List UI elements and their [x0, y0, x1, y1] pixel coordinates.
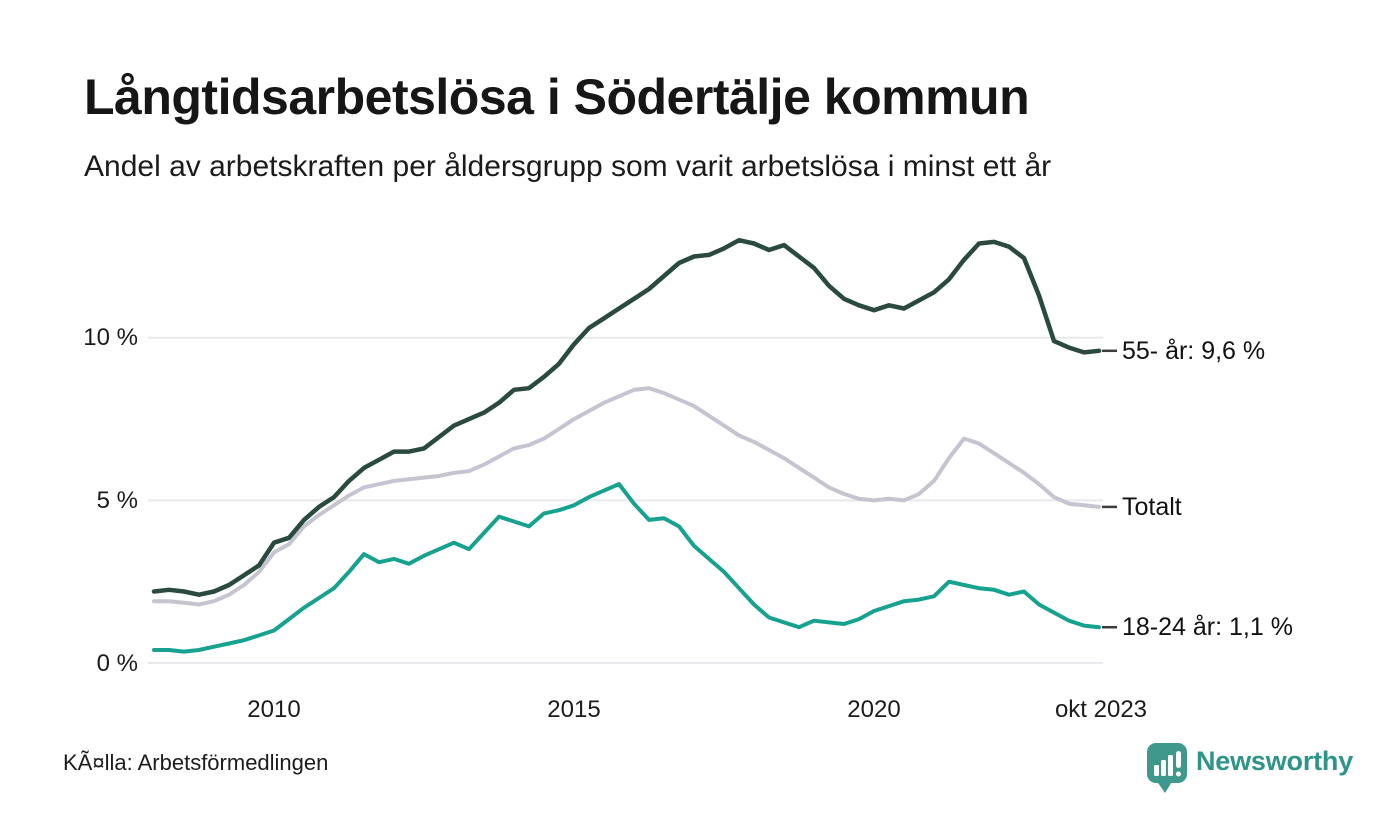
newsworthy-logo-icon	[1147, 743, 1187, 793]
source-attribution: KÃ¤lla: Arbetsförmedlingen	[63, 750, 329, 775]
series-line-Totalt	[152, 386, 1101, 607]
logo-bubble-tail	[1156, 780, 1173, 793]
page-title: Långtidsarbetslösa i Södertälje kommun	[84, 69, 1030, 125]
logo-bar-medium	[1161, 760, 1166, 776]
series-label-55-ar: 55- år: 9,6 %	[1122, 337, 1266, 365]
chart-subtitle: Andel av arbetskraften per åldersgrupp s…	[84, 150, 1052, 183]
series-label-totalt: Totalt	[1122, 493, 1182, 521]
logo-bar-short	[1154, 765, 1159, 776]
x-axis-tick-2020: 2020	[847, 696, 901, 723]
x-axis-tick-okt2023: okt 2023	[1054, 696, 1148, 723]
series-line-18-24-r	[152, 482, 1101, 654]
y-axis-tick-5: 5 %	[96, 487, 138, 514]
logo-bar-tall	[1168, 755, 1173, 776]
x-axis-tick-2015: 2015	[547, 696, 601, 723]
newsworthy-wordmark: Newsworthy	[1196, 746, 1354, 776]
y-axis-tick-0: 0 %	[96, 650, 138, 677]
y-axis-tick-10: 10 %	[83, 324, 138, 351]
series-label-18-24-ar: 18-24 år: 1,1 %	[1122, 613, 1293, 641]
logo-exclamation-stem	[1176, 751, 1181, 768]
x-axis-tick-2010: 2010	[247, 696, 301, 723]
logo-exclamation-dot	[1176, 771, 1181, 777]
series-line-55-r	[151, 237, 1102, 597]
